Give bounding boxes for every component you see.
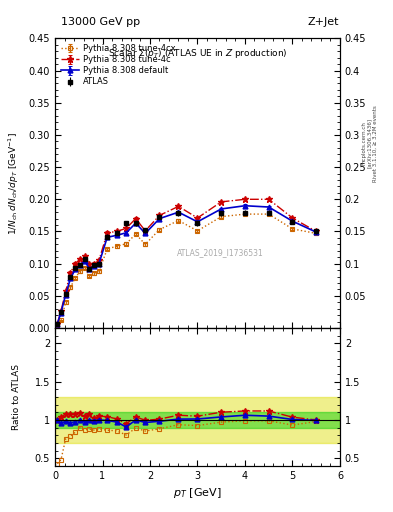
Text: Z+Jet: Z+Jet <box>307 16 339 27</box>
X-axis label: $p_{T}$ [GeV]: $p_{T}$ [GeV] <box>173 486 222 500</box>
Y-axis label: Ratio to ATLAS: Ratio to ATLAS <box>12 364 21 430</box>
Legend: Pythia 8.308 tune-4cx, Pythia 8.308 tune-4c, Pythia 8.308 default, ATLAS: Pythia 8.308 tune-4cx, Pythia 8.308 tune… <box>59 42 177 88</box>
Text: ATLAS_2019_I1736531: ATLAS_2019_I1736531 <box>177 248 264 257</box>
Text: Scalar $\Sigma(p_{T})$ (ATLAS UE in $Z$ production): Scalar $\Sigma(p_{T})$ (ATLAS UE in $Z$ … <box>108 47 287 60</box>
Text: 13000 GeV pp: 13000 GeV pp <box>61 16 140 27</box>
Text: mcplots.cern.ch: mcplots.cern.ch <box>361 121 366 165</box>
Y-axis label: $1/N_{\rm ch}\,dN_{\rm ch}/dp_{T}$ [GeV$^{-1}$]: $1/N_{\rm ch}\,dN_{\rm ch}/dp_{T}$ [GeV$… <box>6 132 21 234</box>
Text: Rivet 3.1.10, ≥ 3.2M events: Rivet 3.1.10, ≥ 3.2M events <box>373 105 378 182</box>
Text: [arXiv:1306.3436]: [arXiv:1306.3436] <box>367 118 372 168</box>
